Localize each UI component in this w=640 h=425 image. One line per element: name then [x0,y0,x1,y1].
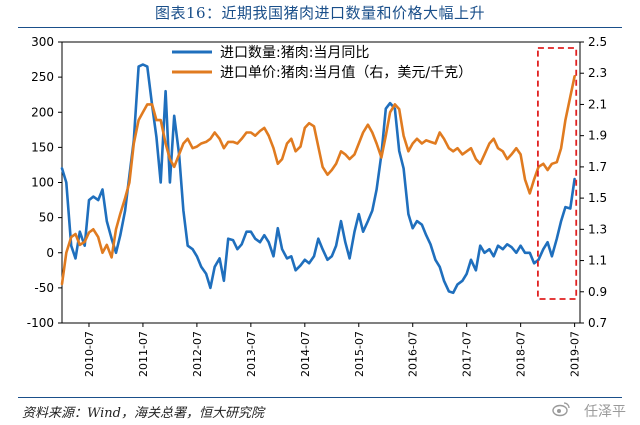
y-right-tick-label: 1.5 [588,191,607,205]
figure-title: 图表16：近期我国猪肉进口数量和价格大幅上升 [154,4,486,22]
x-tick-label: 2015-07 [353,331,366,377]
title-rule [18,27,622,28]
weibo-icon [552,402,570,417]
highlight-box [537,47,578,300]
x-tick-label: 2016-07 [407,331,420,377]
x-tick-label: 2011-07 [137,331,150,377]
x-tick-label: 2017-07 [461,331,474,377]
plot-area [60,47,578,300]
x-tick-label: 2014-07 [299,331,312,377]
y-left-tick-label: 250 [31,70,54,84]
y-right-tick-label: 1.1 [588,254,607,268]
y-left-tick-label: 200 [31,105,54,119]
y-left-tick-label: 150 [31,140,54,154]
y-left-tick-label: 300 [31,35,54,49]
bottom-rule [18,397,622,398]
plot-frame [61,41,581,324]
y-right-tick-label: 1.3 [588,222,607,236]
y-right-tick-label: 0.7 [588,316,607,330]
y-right-tick-label: 1.9 [588,129,607,143]
y-left-tick-label: 50 [39,211,54,225]
series-line-import-volume-yoy [60,63,576,295]
y-right-tick-label: 1.7 [588,160,607,174]
y-left-tick-label: -50 [34,281,54,295]
series-line-import-price [60,75,576,286]
x-tick-label: 2018-07 [515,331,528,377]
y-left-tick-label: 100 [31,176,54,190]
legend-label-import-volume: 进口数量:猪肉:当月同比 [220,45,369,61]
x-tick-label: 2012-07 [191,331,204,377]
y-right-tick-label: 2.3 [588,66,607,80]
y-left-tick-label: 0 [46,246,54,260]
x-tick-label: 2010-07 [83,331,96,377]
x-tick-label: 2013-07 [245,331,258,377]
legend-label-import-price: 进口单价:猪肉:当月值（右，美元/千克） [220,65,472,81]
y-right-tick-label: 2.5 [588,35,607,49]
x-tick-label: 2019-07 [569,331,582,377]
axes: -100 -50 0 50 100 150 200 250 300 0.7 0.9 1.1 1.3 1.5… [27,35,607,377]
chart: -100 -50 0 50 100 150 200 250 300 0.7 0.9 1.1 1.3 1.5… [27,35,607,377]
y-left-tick-label: -100 [27,316,54,330]
y-right-tick-label: 2.1 [588,97,607,111]
watermark: 任泽平 [584,404,626,420]
y-right-tick-label: 0.9 [588,285,607,299]
source-note: 资料来源：Wind，海关总署，恒大研究院 [22,406,264,421]
